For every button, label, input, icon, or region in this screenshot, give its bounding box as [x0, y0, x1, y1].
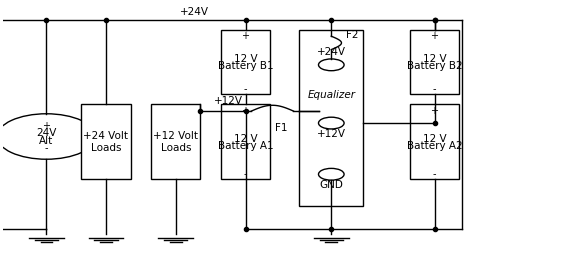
- Text: -: -: [433, 170, 436, 179]
- Text: Battery B2: Battery B2: [407, 61, 463, 71]
- Text: +12 Volt
Loads: +12 Volt Loads: [153, 131, 198, 153]
- Text: +: +: [241, 106, 249, 116]
- Text: -: -: [244, 84, 247, 94]
- FancyBboxPatch shape: [221, 29, 270, 94]
- Text: Alt: Alt: [39, 135, 53, 146]
- Text: +24 Volt
Loads: +24 Volt Loads: [83, 131, 129, 153]
- Text: Battery A1: Battery A1: [218, 141, 274, 151]
- Text: +12V: +12V: [317, 129, 346, 139]
- Text: +: +: [241, 31, 249, 41]
- FancyBboxPatch shape: [410, 29, 459, 94]
- FancyBboxPatch shape: [81, 104, 131, 179]
- Text: 12 V: 12 V: [234, 134, 257, 144]
- Text: Battery A2: Battery A2: [407, 141, 463, 151]
- Text: +12V: +12V: [214, 96, 242, 106]
- FancyBboxPatch shape: [221, 104, 270, 179]
- Text: +: +: [42, 121, 50, 131]
- Text: 12 V: 12 V: [423, 134, 446, 144]
- Text: +24V: +24V: [317, 47, 346, 57]
- Text: Battery B1: Battery B1: [218, 61, 274, 71]
- Text: GND: GND: [319, 180, 343, 191]
- Text: F1: F1: [275, 123, 288, 133]
- Text: 24V: 24V: [36, 128, 56, 138]
- Text: +24V: +24V: [180, 7, 209, 17]
- FancyBboxPatch shape: [299, 29, 363, 206]
- FancyBboxPatch shape: [410, 104, 459, 179]
- Text: +: +: [430, 31, 438, 41]
- Text: 12 V: 12 V: [234, 54, 257, 64]
- Text: -: -: [45, 144, 48, 153]
- Text: -: -: [433, 84, 436, 94]
- FancyBboxPatch shape: [151, 104, 201, 179]
- Text: 12 V: 12 V: [423, 54, 446, 64]
- Text: +: +: [430, 106, 438, 116]
- Text: Equalizer: Equalizer: [307, 90, 355, 100]
- Text: -: -: [244, 170, 247, 179]
- Text: F2: F2: [346, 30, 358, 40]
